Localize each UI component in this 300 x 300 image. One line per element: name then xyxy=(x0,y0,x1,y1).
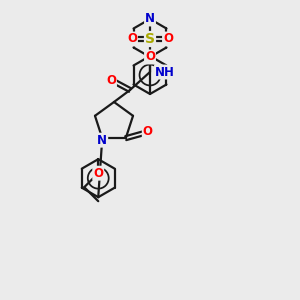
Text: O: O xyxy=(145,50,155,64)
Text: N: N xyxy=(145,13,155,26)
Text: O: O xyxy=(127,32,137,46)
Text: N: N xyxy=(97,134,107,147)
Text: O: O xyxy=(93,167,103,180)
Text: O: O xyxy=(106,74,116,86)
Text: S: S xyxy=(145,32,155,46)
Text: O: O xyxy=(143,125,153,138)
Text: NH: NH xyxy=(155,65,175,79)
Text: O: O xyxy=(163,32,173,46)
